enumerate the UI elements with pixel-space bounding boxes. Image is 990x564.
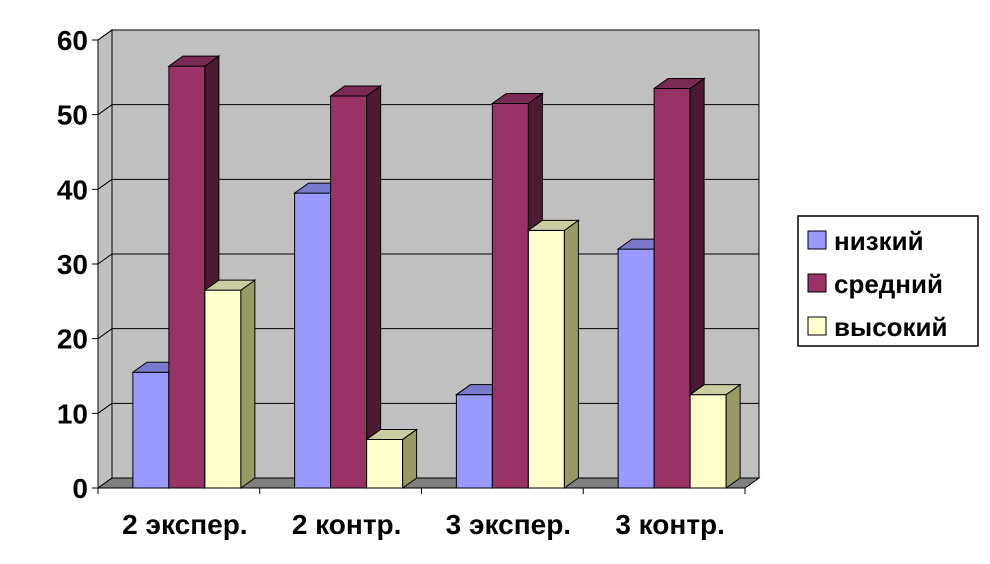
x-tick-label: 2 экспер. bbox=[122, 509, 247, 540]
y-tick-label: 40 bbox=[57, 174, 88, 205]
legend-swatch-medium bbox=[807, 273, 827, 293]
bar-2-2-top bbox=[526, 219, 580, 231]
bar-3-2-front bbox=[689, 394, 727, 489]
bar-1-2-front bbox=[366, 438, 404, 489]
legend-label-medium: средний bbox=[834, 269, 943, 299]
legend-item-low: низкий bbox=[807, 226, 924, 256]
legend-swatch-high bbox=[807, 316, 827, 336]
bar-3-2-top bbox=[688, 384, 742, 396]
legend-label-high: высокий bbox=[834, 312, 948, 342]
legend: низкий средний высокий bbox=[797, 215, 979, 347]
gridline-diag bbox=[97, 253, 113, 265]
y-tick-label: 30 bbox=[57, 249, 88, 280]
gridline-diag bbox=[97, 29, 113, 41]
bar-1-1-side bbox=[366, 85, 382, 489]
y-tick-label: 10 bbox=[57, 398, 88, 429]
y-tick-label: 60 bbox=[57, 25, 88, 56]
y-tick-label: 0 bbox=[72, 473, 88, 504]
bar-1-1-front bbox=[330, 95, 368, 489]
plot-area: 0 10 20 30 40 50 60 2 экспер. 2 контр. 3 экспер. 3… bbox=[57, 25, 761, 540]
gridline-diag bbox=[97, 402, 113, 414]
x-tick-label: 3 контр. bbox=[615, 509, 725, 540]
bar-0-0-front bbox=[132, 371, 170, 489]
bar-1-2-top bbox=[365, 428, 419, 440]
bar-3-1-front bbox=[653, 88, 691, 489]
legend-item-high: высокий bbox=[807, 312, 948, 342]
bar-1-1-top bbox=[329, 85, 383, 97]
bar-0-1-front bbox=[168, 65, 206, 489]
legend-swatch-low bbox=[807, 230, 827, 250]
bar-1-0-front bbox=[294, 192, 332, 489]
bar-0-2-side bbox=[240, 279, 256, 489]
legend-label-low: низкий bbox=[834, 226, 924, 256]
bar-3-0-front bbox=[617, 248, 655, 489]
bar-2-0-front bbox=[455, 394, 493, 489]
legend-item-medium: средний bbox=[807, 269, 943, 299]
bar-2-2-front bbox=[527, 229, 565, 489]
y-tick-label: 50 bbox=[57, 100, 88, 131]
gridline-diag bbox=[97, 328, 113, 340]
y-tick-label: 20 bbox=[57, 324, 88, 355]
legend-box bbox=[797, 215, 979, 347]
x-tick-label: 3 экспер. bbox=[446, 509, 571, 540]
bar-2-2-side bbox=[563, 219, 579, 489]
bar-0-1-top bbox=[167, 55, 221, 67]
bar-2-1-top bbox=[490, 92, 544, 104]
bar-3-1-top bbox=[652, 78, 706, 90]
bar-3-2-side bbox=[725, 383, 741, 489]
gridline-diag bbox=[97, 104, 113, 116]
bar-0-2-top bbox=[203, 279, 257, 291]
x-tick-label: 2 контр. bbox=[292, 509, 402, 540]
bar-2-1-front bbox=[491, 102, 529, 489]
gridline-diag bbox=[97, 178, 113, 190]
bar-0-2-front bbox=[204, 289, 242, 489]
